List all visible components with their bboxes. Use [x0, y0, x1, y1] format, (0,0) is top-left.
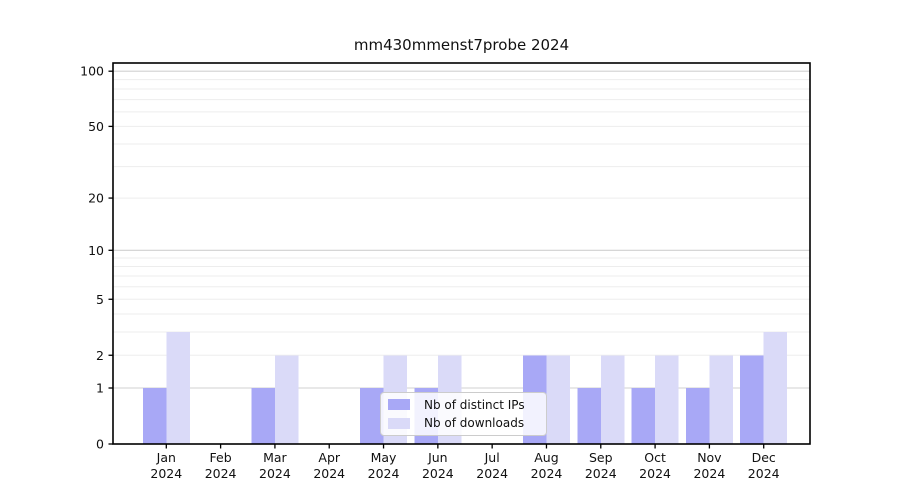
axes-frame: [112, 62, 811, 445]
x-tick-label: Oct 2024: [639, 450, 671, 481]
x-tick-label: Jun 2024: [422, 450, 454, 481]
y-tick-label: 2: [96, 348, 104, 363]
bar-nb-of-distinct-ips-may: [360, 388, 384, 444]
bar-nb-of-downloads-mar: [274, 355, 299, 444]
y-tick-label: 20: [88, 191, 104, 206]
bar-nb-of-downloads-sep: [600, 355, 625, 444]
x-tick-label: Jan 2024: [150, 450, 182, 481]
y-tick-label: 1: [96, 381, 104, 396]
x-tick-label: Apr 2024: [313, 450, 345, 481]
x-tick-label: Feb 2024: [205, 450, 237, 481]
legend-label-distinct-ips: Nb of distinct IPs: [424, 397, 525, 412]
bar-nb-of-distinct-ips-mar: [251, 388, 275, 444]
bar-nb-of-distinct-ips-dec: [740, 355, 764, 444]
y-tick-label: 10: [88, 243, 104, 258]
y-tick-label: 50: [88, 119, 104, 134]
legend: Nb of distinct IPs Nb of downloads: [380, 392, 547, 436]
x-tick-label: Jul 2024: [476, 450, 508, 481]
chart-title: mm430mmenst7probe 2024: [353, 36, 570, 54]
x-tick-label: Sep 2024: [585, 450, 617, 481]
legend-swatch-distinct-ips: [388, 399, 410, 411]
y-tick-label: 0: [96, 437, 104, 452]
x-tick-label: May 2024: [368, 450, 400, 481]
bar-nb-of-downloads-nov: [709, 355, 733, 444]
bar-nb-of-distinct-ips-jan: [142, 388, 167, 444]
bar-nb-of-distinct-ips-sep: [577, 388, 601, 444]
bar-nb-of-downloads-aug: [546, 355, 570, 444]
legend-row-distinct-ips: Nb of distinct IPs: [381, 396, 546, 414]
legend-swatch-downloads: [388, 417, 410, 429]
y-tick-label: 100: [80, 64, 104, 79]
x-tick-label: Aug 2024: [531, 450, 563, 481]
bar-nb-of-distinct-ips-oct: [631, 388, 656, 444]
x-tick-label: Mar 2024: [259, 450, 291, 481]
legend-row-downloads: Nb of downloads: [381, 414, 546, 432]
bar-nb-of-downloads-oct: [655, 355, 679, 444]
legend-label-downloads: Nb of downloads: [424, 416, 525, 431]
bar-nb-of-downloads-jan: [166, 332, 190, 444]
bar-nb-of-downloads-dec: [763, 332, 788, 444]
bar-nb-of-distinct-ips-nov: [685, 388, 710, 444]
y-tick-label: 5: [96, 292, 104, 307]
x-tick-label: Dec 2024: [748, 450, 780, 481]
x-tick-label: Nov 2024: [693, 450, 725, 481]
